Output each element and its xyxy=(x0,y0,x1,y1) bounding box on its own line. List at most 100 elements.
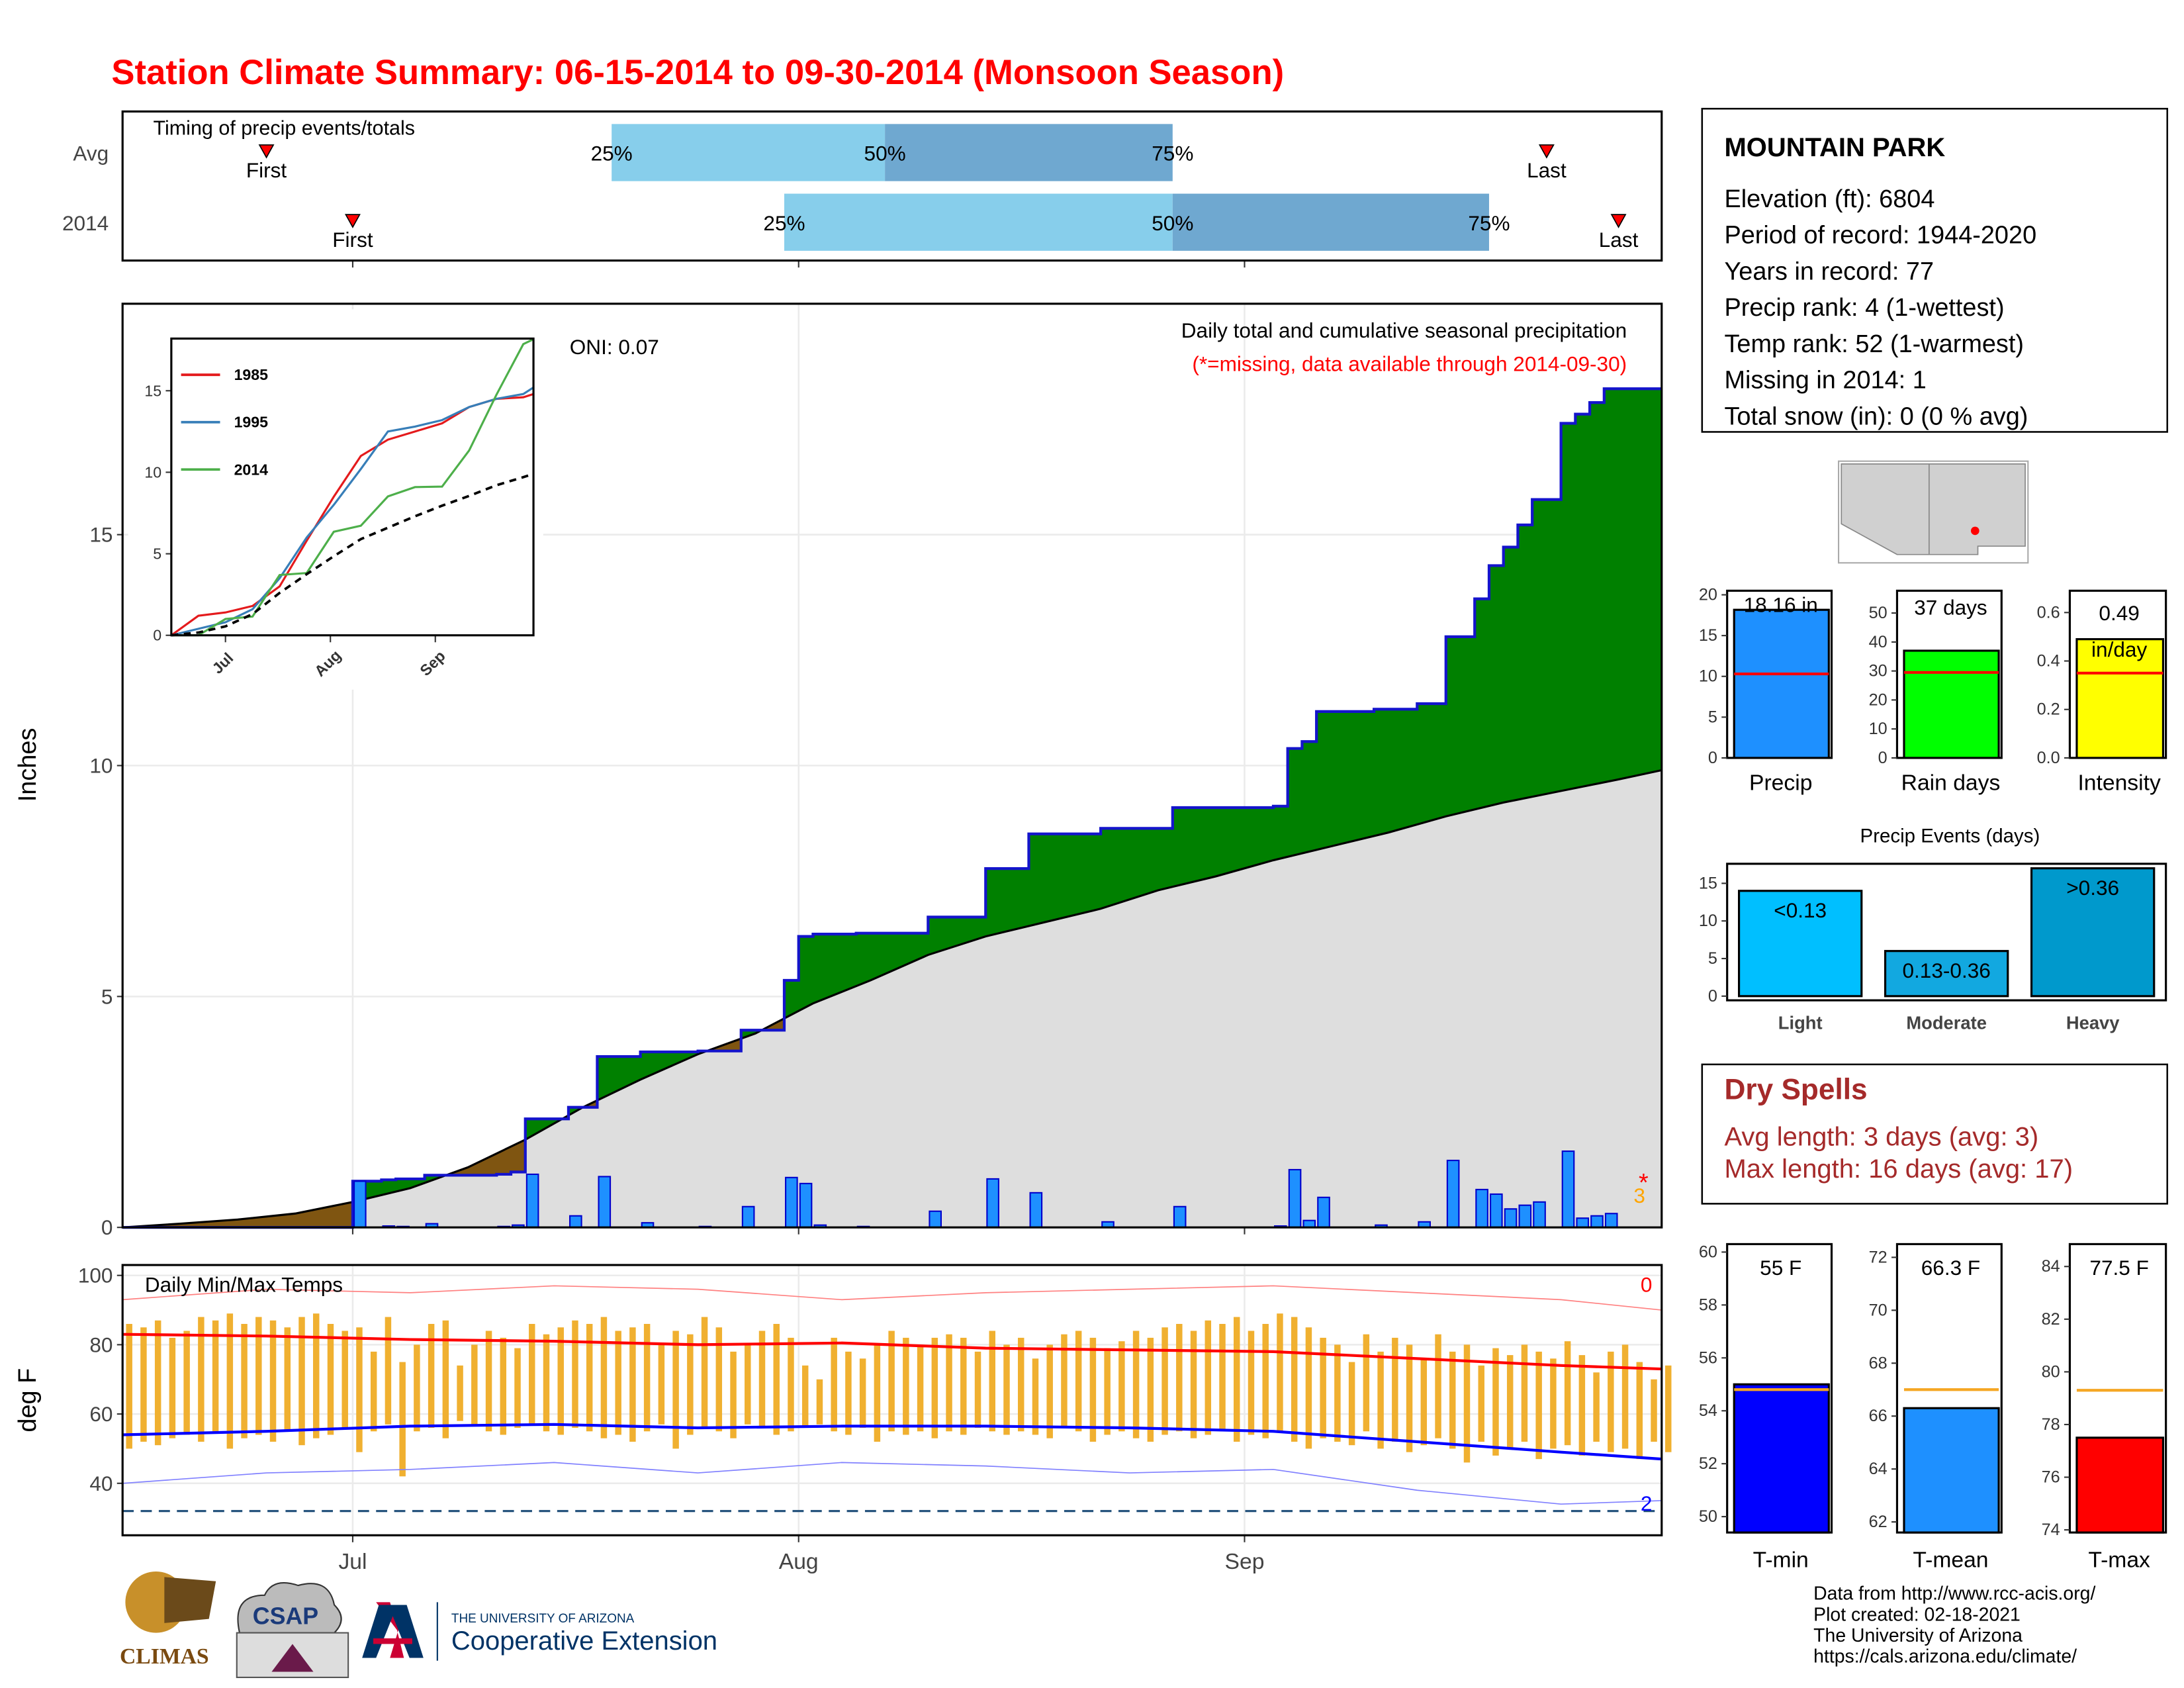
temp-range-bar xyxy=(615,1331,621,1435)
category-label: Rain days xyxy=(1901,771,2001,795)
y-tick-label: 5 xyxy=(1708,708,1717,726)
event-marker xyxy=(1610,214,1627,228)
x-tick-label: Sep xyxy=(1225,1550,1265,1574)
timing-bar xyxy=(885,124,1173,181)
y-tick-label: 70 xyxy=(1869,1301,1888,1319)
temp-range-bar xyxy=(1003,1344,1010,1435)
value-label: 55 F xyxy=(1760,1256,1801,1280)
climas-logo-text: CLIMAS xyxy=(120,1644,209,1669)
y-tick-label: 5 xyxy=(153,545,161,563)
station-info: Period of record: 1944-2020 xyxy=(1724,222,2036,250)
y-tick-label: 50 xyxy=(1869,604,1888,622)
temp-range-bar xyxy=(730,1351,737,1438)
temp-range-bar xyxy=(1608,1351,1614,1452)
temp-range-bar xyxy=(1521,1344,1528,1442)
temp-range-bar xyxy=(1219,1323,1226,1432)
y-tick-label: 54 xyxy=(1699,1401,1717,1420)
temp-range-bar xyxy=(183,1331,190,1435)
percentile-label: 25% xyxy=(763,211,805,235)
temp-range-bar xyxy=(1449,1351,1456,1449)
dry-spell-box xyxy=(1701,1063,2169,1205)
y-tick-label: 74 xyxy=(2042,1521,2060,1539)
station-box xyxy=(1701,107,2169,433)
chart-subtitle: (*=missing, data available through 2014-… xyxy=(1192,352,1627,375)
y-tick-label: 10 xyxy=(1869,720,1888,738)
temp-range-bar xyxy=(198,1317,205,1442)
station-name: MOUNTAIN PARK xyxy=(1724,133,1945,162)
temp-range-bar xyxy=(1104,1348,1111,1435)
temp-range-bar xyxy=(1348,1362,1355,1446)
avg-high-line xyxy=(122,1333,1662,1371)
temp-range-bar xyxy=(1392,1337,1398,1442)
temp-range-bar xyxy=(1190,1331,1197,1438)
temp-range-bar xyxy=(1506,1355,1514,1449)
y-tick-label: 15 xyxy=(1699,626,1717,645)
percentile-label: 75% xyxy=(1152,142,1193,165)
timing-bar xyxy=(784,193,1173,251)
temp-range-bar xyxy=(1651,1379,1657,1442)
ua-emblem xyxy=(362,1605,424,1658)
temp-range-bar xyxy=(1478,1365,1484,1442)
y-tick-label: 30 xyxy=(1869,662,1888,680)
bin-label: >0.36 xyxy=(2066,876,2119,900)
daily-bar xyxy=(929,1210,942,1229)
y-tick-label: 0.6 xyxy=(2037,603,2060,622)
x-tick-label: Light xyxy=(1778,1012,1823,1033)
daily-bar xyxy=(1504,1208,1518,1229)
series-line xyxy=(171,338,534,637)
temp-range-bar xyxy=(715,1327,723,1432)
bar xyxy=(1738,890,1863,998)
daily-bar xyxy=(785,1176,798,1229)
panel-frame xyxy=(121,303,1663,1229)
panel-frame xyxy=(170,337,535,637)
x-tick-label: Aug xyxy=(779,1550,819,1574)
temp-range-bar xyxy=(773,1323,780,1435)
temp-range-bar xyxy=(859,1358,866,1429)
y-tick-label: 76 xyxy=(2042,1468,2060,1487)
temp-range-bar xyxy=(1492,1348,1499,1456)
summary-bar xyxy=(2075,638,2165,759)
y-tick-label: 0.2 xyxy=(2037,700,2060,719)
avg-low-line xyxy=(122,1423,1662,1461)
value-label: 37 days xyxy=(1914,596,1987,620)
temp-range-bar xyxy=(442,1320,449,1438)
temp-range-bar xyxy=(126,1323,132,1449)
value-label: 66.3 F xyxy=(1921,1256,1980,1280)
temp-range-bar xyxy=(903,1337,909,1435)
y-tick-label: 80 xyxy=(2042,1362,2060,1381)
average-area xyxy=(122,770,1662,1228)
temp-range-bar xyxy=(658,1344,665,1425)
temp-range-bar xyxy=(1406,1344,1413,1452)
daily-bar xyxy=(1288,1168,1302,1229)
y-tick-label: 40 xyxy=(89,1472,113,1495)
y-tick-label: 100 xyxy=(78,1264,113,1288)
temp-range-bar xyxy=(428,1323,435,1429)
temp-range-bar xyxy=(1435,1334,1441,1438)
temp-range-bar xyxy=(801,1365,809,1429)
record-high-line xyxy=(122,1285,1662,1311)
logos: CLIMAS CSAP THE UNIVERSITY OF ARIZONA Co… xyxy=(120,1571,717,1679)
dry-spell-info: Max length: 16 days (avg: 17) xyxy=(1724,1154,2073,1184)
temp-range-bar xyxy=(1032,1358,1039,1435)
extension-text: Cooperative Extension xyxy=(451,1626,717,1656)
temp-range-bar xyxy=(140,1327,147,1442)
bin-label: 0.13-0.36 xyxy=(1903,959,1991,982)
station-info: Elevation (ft): 6804 xyxy=(1724,185,1934,213)
temp-range-bar xyxy=(269,1320,277,1442)
y-tick-label: 5 xyxy=(101,984,113,1008)
y-tick-label: 50 xyxy=(1699,1507,1717,1526)
temp-range-bar xyxy=(1593,1372,1600,1442)
temp-range-bar xyxy=(1334,1344,1341,1442)
y-tick-label: 20 xyxy=(1699,586,1717,604)
y-tick-label: 0.4 xyxy=(2037,652,2060,671)
map-state xyxy=(1929,463,2026,555)
temp-range-bar xyxy=(1161,1327,1168,1435)
daily-bar xyxy=(986,1178,999,1229)
y-tick-label: 52 xyxy=(1699,1454,1717,1473)
temp-range-bar xyxy=(327,1323,334,1435)
temp-range-bar xyxy=(485,1331,492,1432)
csap-logo-text: CSAP xyxy=(253,1603,318,1629)
y-tick-label: 66 xyxy=(1869,1407,1888,1425)
record-low-line xyxy=(122,1462,1662,1505)
